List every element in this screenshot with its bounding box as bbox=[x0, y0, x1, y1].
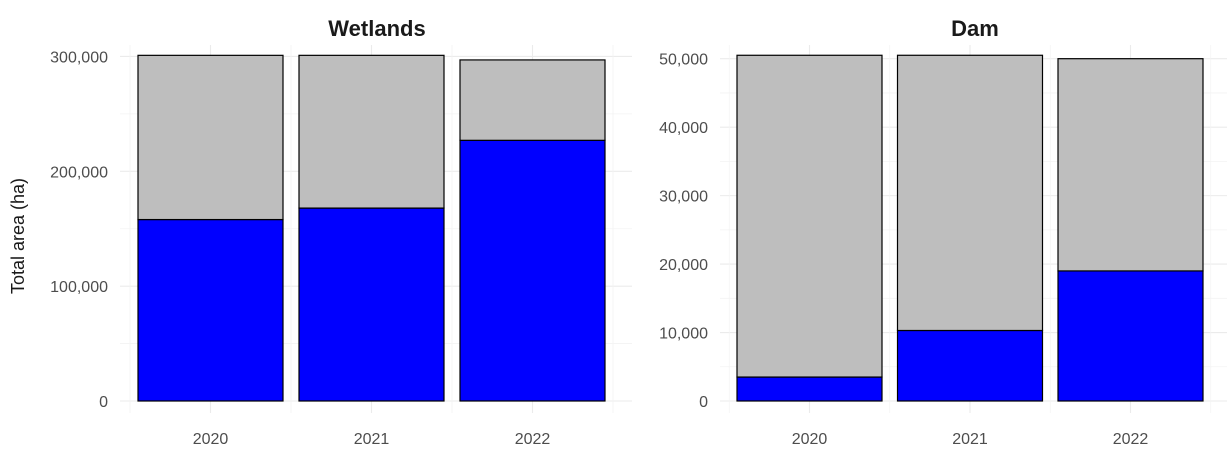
y-tick-label: 200,000 bbox=[50, 164, 108, 181]
x-ticks-wetlands: 2020 2021 2022 bbox=[193, 431, 551, 448]
bar-wetlands-2022-segment-1 bbox=[459, 59, 606, 141]
bar-dam-2022-segment-0 bbox=[1057, 270, 1204, 402]
y-ticks-dam: 0 10,000 20,000 30,000 40,000 50,000 bbox=[659, 52, 708, 411]
panel-dam: Dam 0 10,000 20,000 30,000 40,000 50,000 2020… bbox=[659, 16, 1227, 448]
x-tick-label: 2020 bbox=[193, 431, 229, 448]
bars-dam bbox=[736, 54, 1204, 402]
bar-dam-2021-segment-1 bbox=[896, 54, 1044, 332]
y-tick-label: 300,000 bbox=[50, 49, 108, 66]
panel-title-wetlands: Wetlands bbox=[328, 16, 425, 41]
y-tick-label: 30,000 bbox=[659, 189, 708, 206]
bar-dam-2021-segment-0 bbox=[896, 329, 1044, 402]
y-tick-label: 10,000 bbox=[659, 326, 708, 343]
y-axis-title: Total area (ha) bbox=[8, 178, 28, 294]
y-tick-label: 20,000 bbox=[659, 257, 708, 274]
bar-wetlands-2020-segment-0 bbox=[137, 218, 284, 402]
y-tick-label: 50,000 bbox=[659, 52, 708, 69]
y-tick-label: 0 bbox=[699, 394, 708, 411]
x-tick-label: 2022 bbox=[1113, 431, 1149, 448]
bar-wetlands-2021-segment-1 bbox=[298, 54, 445, 209]
y-tick-label: 40,000 bbox=[659, 120, 708, 137]
panel-wetlands: Wetlands 0 100,000 200,000 300,000 2020 2021… bbox=[50, 16, 632, 448]
bars-wetlands bbox=[137, 54, 606, 402]
panel-title-dam: Dam bbox=[951, 16, 999, 41]
bar-dam-2022-segment-1 bbox=[1057, 58, 1204, 272]
x-tick-label: 2022 bbox=[515, 431, 551, 448]
x-tick-label: 2020 bbox=[792, 431, 828, 448]
bar-dam-2020-segment-1 bbox=[736, 54, 883, 378]
bar-wetlands-2021-segment-0 bbox=[298, 207, 445, 402]
y-tick-label: 0 bbox=[99, 394, 108, 411]
y-ticks-wetlands: 0 100,000 200,000 300,000 bbox=[50, 49, 108, 411]
x-ticks-dam: 2020 2021 2022 bbox=[792, 431, 1149, 448]
x-tick-label: 2021 bbox=[952, 431, 988, 448]
bar-wetlands-2020-segment-1 bbox=[137, 54, 284, 221]
bar-dam-2020-segment-0 bbox=[736, 376, 883, 402]
y-tick-label: 100,000 bbox=[50, 279, 108, 296]
x-tick-label: 2021 bbox=[354, 431, 390, 448]
bar-wetlands-2022-segment-0 bbox=[459, 139, 606, 402]
